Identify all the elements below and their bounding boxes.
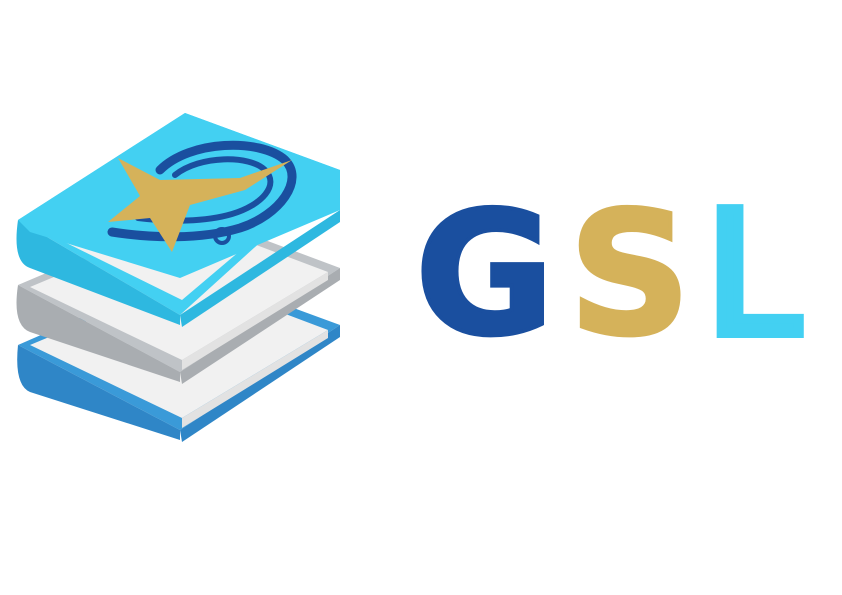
gsl-wordmark: G S L bbox=[413, 176, 805, 374]
wordmark-letter-l: L bbox=[700, 176, 805, 374]
top-book bbox=[16, 113, 340, 327]
wordmark-letter-g: G bbox=[413, 176, 557, 374]
wordmark-letter-s: S bbox=[567, 176, 693, 374]
star-icon bbox=[108, 158, 292, 252]
